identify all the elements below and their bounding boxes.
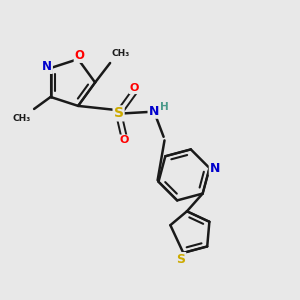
Text: N: N bbox=[148, 105, 159, 118]
Text: CH₃: CH₃ bbox=[13, 114, 31, 123]
Text: N: N bbox=[210, 162, 220, 175]
Text: O: O bbox=[75, 49, 85, 62]
Text: O: O bbox=[119, 135, 129, 146]
Text: H: H bbox=[160, 102, 169, 112]
Text: O: O bbox=[130, 83, 139, 93]
Text: CH₃: CH₃ bbox=[112, 50, 130, 58]
Text: S: S bbox=[176, 253, 185, 266]
Text: N: N bbox=[42, 60, 52, 73]
Text: S: S bbox=[114, 106, 124, 120]
